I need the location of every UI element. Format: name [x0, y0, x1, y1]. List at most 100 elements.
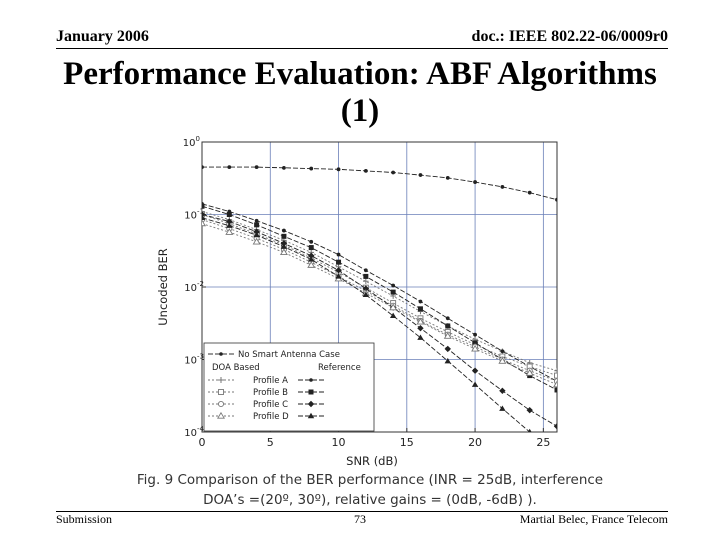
- legend-marker-a-doa: [218, 377, 224, 383]
- marker-triangle: [389, 312, 397, 319]
- marker-triangle: [280, 243, 288, 249]
- marker-square: [445, 323, 451, 329]
- series-line: [202, 203, 557, 382]
- marker-diamond: [417, 325, 424, 332]
- marker-square: [417, 306, 423, 312]
- figure-caption: Fig. 9 Comparison of the BER performance…: [80, 470, 660, 510]
- marker-square: [390, 289, 396, 295]
- series-layer: [202, 165, 557, 432]
- series-line: [202, 166, 557, 201]
- marker-diamond: [308, 252, 315, 259]
- marker-triangle-open: [252, 237, 261, 245]
- marker-triangle: [362, 291, 370, 298]
- marker-square: [254, 222, 260, 228]
- slide-title: Performance Evaluation: ABF Algorithms (…: [40, 56, 680, 130]
- marker-dot: [555, 197, 557, 202]
- marker-triangle: [444, 357, 451, 364]
- marker-dot: [473, 332, 477, 337]
- series-line: [202, 214, 557, 427]
- chart-legend: No Smart Antenna Case DOA Based Referenc…: [203, 342, 375, 432]
- legend-label-profile-c: Profile C: [253, 400, 288, 410]
- series-line: [202, 205, 557, 391]
- marker-dot: [282, 165, 286, 170]
- x-tick-label: 5: [267, 436, 274, 449]
- marker-triangle-open: [307, 261, 316, 268]
- marker-dot: [309, 239, 314, 244]
- marker-square: [308, 245, 314, 251]
- footer-submission: Submission: [56, 512, 113, 526]
- legend-marker-c-doa: [217, 400, 225, 408]
- legend-label-no-smart: No Smart Antenna Case: [238, 350, 340, 360]
- legend-marker-a-ref: [309, 378, 313, 382]
- marker-triangle: [308, 256, 315, 262]
- x-tick-label: 25: [536, 436, 550, 449]
- marker-dot: [391, 283, 396, 288]
- marker-triangle-open: [389, 303, 398, 311]
- marker-square: [472, 340, 478, 346]
- marker-dot: [500, 349, 505, 354]
- series-line: [202, 217, 531, 432]
- series-line: [202, 223, 557, 386]
- caption-line-1: Fig. 9 Comparison of the BER performance…: [136, 472, 604, 488]
- marker-dot: [254, 165, 259, 170]
- marker-triangle-open: [525, 368, 534, 376]
- marker-dot: [527, 190, 532, 195]
- marker-triangle-open: [498, 357, 507, 364]
- legend-marker-b-ref: [308, 389, 314, 395]
- marker-dot: [363, 168, 368, 173]
- marker-dot: [282, 228, 286, 233]
- marker-triangle-open: [471, 344, 480, 352]
- legend-marker-d-ref: [307, 412, 315, 419]
- x-tick-label: 15: [400, 436, 414, 449]
- series-2: [202, 202, 557, 384]
- legend-col-ref: Reference: [318, 363, 361, 373]
- title-line-1: Performance Evaluation: ABF Algorithms: [63, 56, 657, 92]
- marker-triangle-open: [225, 228, 234, 235]
- y-axis-label: Uncoded BER: [156, 248, 170, 326]
- marker-plus: [202, 208, 205, 215]
- marker-triangle: [499, 405, 506, 411]
- caption-line-2: DOA’s =(20º, 30º), relative gains = (0dB…: [203, 492, 537, 508]
- marker-dot: [254, 218, 259, 223]
- marker-diamond: [499, 387, 506, 395]
- marker-dot: [445, 175, 450, 180]
- marker-dot: [336, 167, 341, 172]
- marker-square: [363, 273, 369, 279]
- marker-triangle: [471, 381, 479, 387]
- marker-triangle: [335, 273, 342, 279]
- marker-dot: [418, 173, 423, 177]
- header-rule: [56, 48, 668, 49]
- marker-dot: [445, 316, 450, 321]
- legend-col-doa: DOA Based: [212, 363, 260, 373]
- x-tick-label: 10: [332, 436, 346, 449]
- marker-plus: [363, 278, 369, 285]
- marker-dot: [336, 252, 341, 257]
- marker-dot: [363, 268, 368, 273]
- marker-diamond: [444, 345, 451, 353]
- footer-rule: [56, 511, 668, 512]
- marker-diamond: [226, 218, 233, 225]
- marker-diamond: [253, 228, 260, 235]
- series-8: [202, 214, 532, 432]
- marker-triangle: [226, 222, 233, 228]
- marker-triangle: [527, 428, 532, 432]
- marker-square: [281, 233, 287, 239]
- marker-diamond: [280, 240, 288, 247]
- marker-dot: [473, 180, 477, 184]
- marker-triangle: [253, 231, 260, 238]
- marker-dot: [500, 185, 505, 189]
- marker-dot: [202, 165, 204, 170]
- marker-dot: [227, 165, 232, 170]
- marker-square: [336, 259, 342, 265]
- series-1: [202, 208, 557, 374]
- marker-square: [554, 387, 557, 393]
- marker-triangle: [417, 334, 424, 340]
- page-number: 73: [354, 512, 366, 526]
- header-doc-id: doc.: IEEE 802.22-06/0009r0: [471, 28, 668, 45]
- marker-dot: [418, 299, 423, 304]
- x-tick-label: 0: [199, 436, 206, 449]
- marker-triangle-open: [202, 219, 206, 227]
- legend-marker-d-doa: [217, 411, 225, 419]
- marker-diamond: [335, 267, 342, 274]
